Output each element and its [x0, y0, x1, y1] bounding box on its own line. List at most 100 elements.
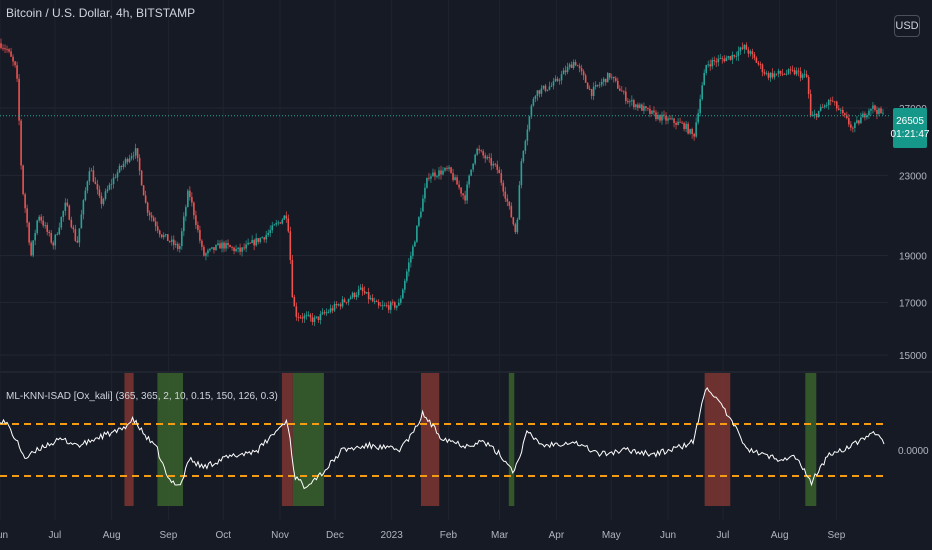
candle-body: [156, 226, 159, 231]
candle-body: [377, 301, 380, 306]
candle-body: [387, 305, 390, 310]
candle-body: [562, 70, 565, 75]
current-price-value: 26505: [896, 116, 924, 127]
candle-body: [598, 84, 601, 86]
candle-body: [651, 110, 653, 114]
candle-body: [16, 65, 18, 79]
candle-body: [464, 195, 466, 201]
candle-body: [148, 212, 151, 216]
candle-body: [775, 73, 778, 75]
candle-body: [805, 74, 808, 78]
candle-body: [866, 115, 868, 118]
candle-body: [574, 62, 577, 66]
candle-body: [233, 247, 235, 252]
candle-body: [96, 184, 99, 190]
candle-body: [785, 73, 788, 75]
candle-body: [68, 205, 71, 220]
candle-body: [872, 105, 874, 109]
candle-body: [189, 190, 191, 198]
candle-body: [295, 306, 298, 317]
currency-button[interactable]: USD: [894, 15, 920, 37]
oscillator-series[interactable]: [0, 386, 885, 490]
candle-body: [442, 170, 444, 175]
candle-body: [8, 49, 10, 52]
candle-body: [46, 224, 49, 232]
candle-body: [586, 82, 589, 89]
candle-body: [2, 47, 4, 49]
candle-body: [508, 201, 511, 206]
green-signal-zone: [508, 373, 515, 506]
candle-body: [643, 106, 645, 111]
candle-body: [223, 242, 225, 249]
candle-body: [870, 108, 872, 111]
candle-body: [777, 70, 780, 74]
candle-body: [472, 163, 474, 170]
candle-body: [743, 44, 746, 49]
candle-body: [136, 148, 139, 158]
candle-body: [402, 289, 404, 299]
candle-body: [349, 297, 352, 300]
candle-body: [868, 110, 870, 116]
candle-body: [363, 291, 366, 294]
candle-body: [187, 190, 189, 208]
candle-body: [769, 72, 772, 78]
candle-body: [395, 305, 398, 308]
candle-body: [842, 109, 844, 114]
candle-body: [134, 148, 137, 156]
candle-body: [751, 51, 754, 55]
candle-body: [325, 312, 328, 314]
candle-body: [809, 93, 812, 117]
candle-body: [522, 150, 525, 162]
candle-body: [34, 233, 36, 241]
candle-body: [621, 90, 623, 92]
candle-body: [506, 198, 509, 202]
candle-body: [725, 57, 728, 62]
candle-body: [265, 234, 268, 240]
price-series[interactable]: [0, 38, 890, 326]
candle-body: [709, 64, 712, 67]
time-tick-label: Nov: [271, 530, 289, 541]
candle-body: [100, 196, 103, 205]
candle-body: [172, 239, 175, 245]
candle-body: [48, 231, 51, 234]
candle-body: [434, 172, 436, 177]
candle-body: [281, 219, 284, 224]
candle-body: [695, 122, 697, 137]
oscillator-line[interactable]: [0, 386, 885, 490]
candle-body: [311, 317, 314, 322]
candle-body: [604, 78, 607, 83]
candle-body: [38, 216, 40, 221]
candle-body: [753, 54, 756, 58]
candle-body: [367, 292, 370, 300]
candle-body: [315, 316, 318, 318]
candle-body: [0, 43, 2, 48]
candle-body: [675, 122, 677, 125]
candle-body: [548, 86, 551, 90]
candle-body: [209, 248, 211, 251]
candle-body: [594, 84, 597, 87]
candle-body: [426, 177, 428, 188]
candle-body: [823, 105, 826, 108]
candle-body: [803, 74, 806, 76]
candle-body: [359, 287, 362, 290]
candle-body: [795, 70, 798, 75]
candle-body: [185, 207, 187, 217]
candle-body: [432, 172, 434, 177]
candle-body: [831, 100, 834, 102]
candle-body: [416, 225, 418, 242]
candle-body: [488, 156, 491, 158]
candle-body: [253, 240, 255, 246]
time-tick-label: Jun: [0, 530, 8, 541]
candle-body: [745, 44, 748, 50]
candle-body: [590, 89, 593, 96]
candle-body: [160, 234, 163, 238]
candle-body: [102, 198, 105, 205]
candle-body: [191, 197, 193, 203]
candle-body: [584, 75, 587, 83]
candle-body: [122, 163, 125, 167]
candle-body: [848, 118, 850, 125]
candle-body: [592, 86, 595, 96]
time-tick-label: Jul: [717, 530, 730, 541]
